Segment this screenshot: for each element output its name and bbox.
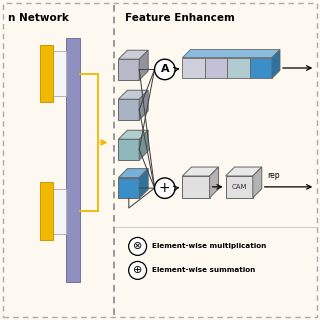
Polygon shape (226, 176, 253, 198)
Text: Element-wise summation: Element-wise summation (152, 268, 255, 273)
Text: ⊗: ⊗ (133, 241, 142, 252)
Text: ⊕: ⊕ (133, 265, 142, 276)
Polygon shape (139, 130, 148, 160)
Polygon shape (250, 58, 272, 78)
Circle shape (129, 237, 147, 255)
Polygon shape (118, 50, 148, 59)
Polygon shape (118, 139, 139, 160)
Text: +: + (159, 181, 171, 195)
Polygon shape (205, 58, 227, 78)
Text: n Network: n Network (8, 13, 69, 23)
FancyBboxPatch shape (53, 51, 66, 96)
Polygon shape (118, 99, 139, 120)
Circle shape (155, 178, 175, 198)
Polygon shape (139, 50, 148, 80)
Polygon shape (210, 167, 219, 198)
Polygon shape (182, 58, 205, 78)
Text: Element-wise multiplication: Element-wise multiplication (152, 244, 266, 249)
Text: rep: rep (268, 172, 280, 180)
Polygon shape (139, 90, 148, 120)
Polygon shape (182, 50, 280, 58)
Polygon shape (118, 59, 139, 80)
Polygon shape (118, 90, 148, 99)
Polygon shape (226, 167, 262, 176)
FancyBboxPatch shape (40, 45, 53, 102)
Text: Feature Enhancem: Feature Enhancem (125, 13, 235, 23)
Polygon shape (139, 169, 148, 198)
Polygon shape (118, 169, 148, 178)
Circle shape (155, 59, 175, 80)
Polygon shape (118, 130, 148, 139)
FancyBboxPatch shape (53, 189, 66, 234)
Circle shape (129, 261, 147, 279)
Polygon shape (227, 58, 250, 78)
Text: A: A (161, 64, 169, 75)
FancyBboxPatch shape (66, 38, 80, 282)
FancyBboxPatch shape (40, 182, 53, 240)
Polygon shape (118, 178, 139, 198)
Polygon shape (253, 167, 262, 198)
Text: CAM: CAM (231, 184, 247, 190)
Polygon shape (272, 50, 280, 78)
Polygon shape (182, 167, 219, 176)
Polygon shape (182, 176, 210, 198)
